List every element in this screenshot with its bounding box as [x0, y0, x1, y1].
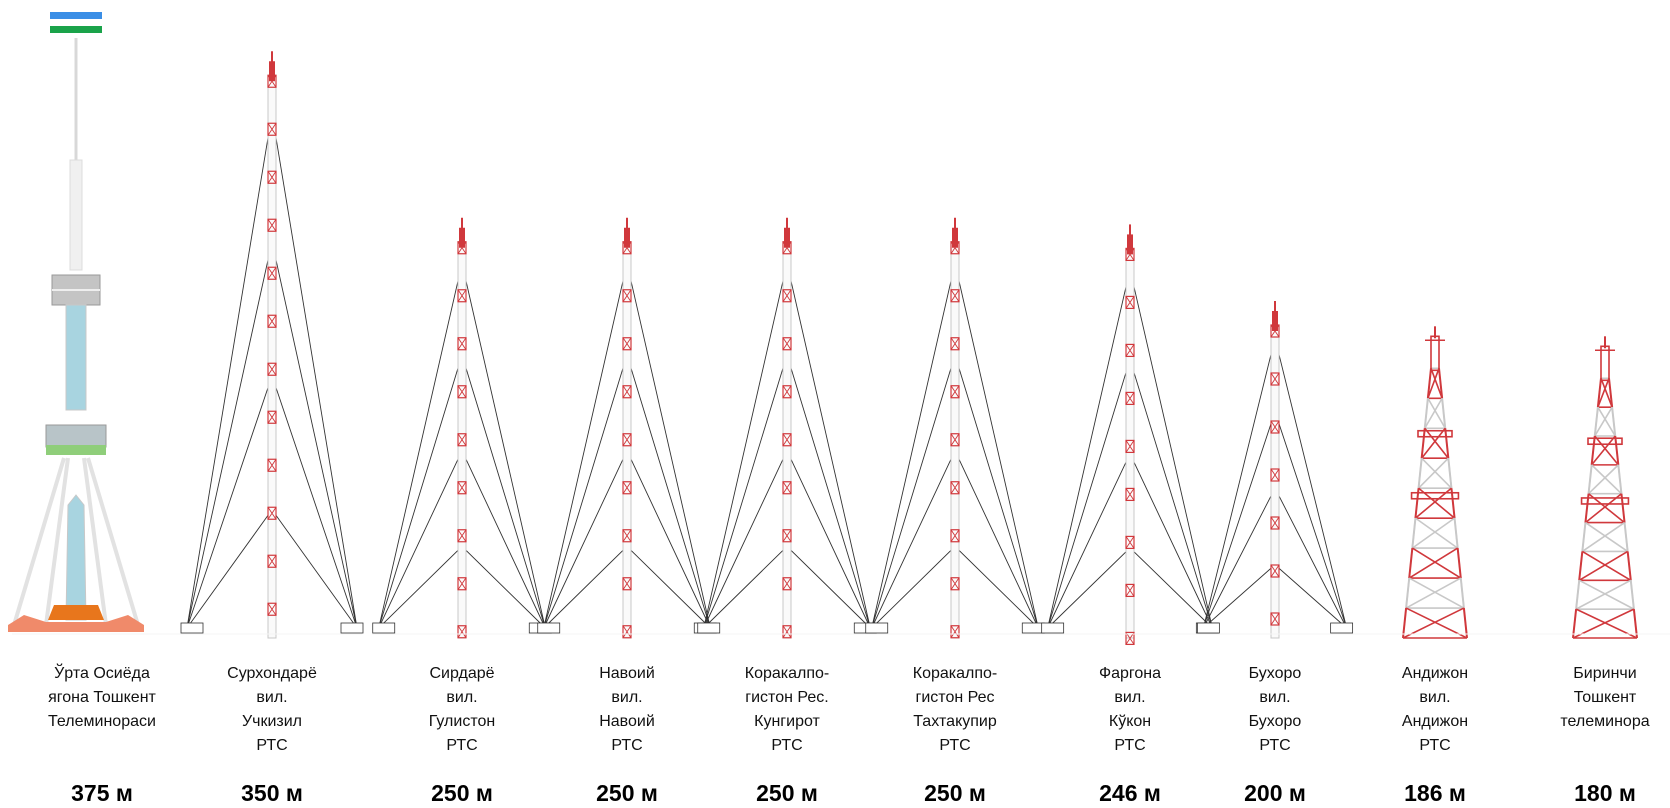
tower-1	[8, 12, 192, 635]
tower-height-label: 250 м	[924, 780, 986, 806]
tower-name-label: Сирдарё вил. Гулистон РТС	[428, 665, 496, 754]
tower-name-label: Андижон вил. Андижон РТС	[1401, 665, 1469, 754]
tower-4	[537, 217, 717, 639]
mast-top	[624, 227, 630, 248]
tower-height-label: 375 м	[71, 780, 133, 806]
anchor-left	[180, 622, 204, 634]
lower-shaft	[65, 494, 87, 621]
tower-8	[1185, 301, 1365, 639]
mast-top	[269, 61, 275, 82]
flag-green-stripe	[50, 26, 102, 33]
tower-name-label: Навоий вил. Навоий РТС	[599, 665, 655, 754]
tower-10	[1515, 336, 1670, 639]
tower-frame	[1402, 367, 1468, 639]
pod-band	[46, 445, 106, 455]
tower-3	[372, 217, 552, 639]
base-wings	[8, 615, 144, 632]
anchor-left	[865, 622, 889, 634]
anchor-right	[340, 622, 364, 634]
upper-shaft	[69, 159, 83, 271]
anchor-right	[1021, 622, 1045, 634]
anchor-left	[1041, 622, 1065, 634]
tower-frame	[1572, 377, 1638, 639]
mast-top	[1272, 311, 1278, 331]
tower-name-label: Ўрта Осиёда ягона Тошкент Телеминораси	[48, 665, 156, 730]
tower-name-label: Сурхондарё вил. Учкизил РТС	[227, 665, 317, 754]
tower-name-label: Коракалпо- гистон Рес Тахтакупир РТС	[912, 665, 998, 754]
mid-shaft	[65, 304, 87, 411]
mast-body	[267, 74, 277, 639]
tower-height-label: 246 м	[1099, 780, 1161, 806]
mast-top	[952, 227, 958, 248]
tower-height-label: 250 м	[596, 780, 658, 806]
flag-blue-stripe	[50, 12, 102, 19]
anchor-left	[537, 622, 561, 634]
anchor-left	[697, 622, 721, 634]
mast-top	[459, 227, 465, 248]
anchor-left	[372, 622, 396, 634]
base-building	[48, 605, 104, 620]
tower-height-label: 180 м	[1574, 780, 1636, 806]
tower-9	[1345, 326, 1525, 639]
tower-legs	[12, 457, 140, 626]
tower-5	[697, 217, 877, 639]
tower-height-label: 186 м	[1404, 780, 1466, 806]
tower-antenna	[1430, 335, 1440, 372]
tower-height-label: 250 м	[431, 780, 493, 806]
mast-top	[1127, 234, 1133, 255]
tower-name-label: Биринчи Тошкент телеминора	[1560, 665, 1650, 730]
tower-6	[865, 217, 1045, 639]
tower-7	[1040, 224, 1220, 646]
tower-height-label: 250 м	[756, 780, 818, 806]
tower-name-label: Коракалпо- гистон Рес. Кунгирот РТС	[744, 665, 830, 754]
tower-name-label: Бухоро вил. Бухоро РТС	[1248, 665, 1302, 754]
tower-2	[180, 51, 364, 639]
tower-antenna	[1600, 345, 1610, 382]
main-pod	[45, 424, 107, 448]
tower-height-label: 350 м	[241, 780, 303, 806]
anchor-right	[1330, 622, 1354, 634]
tower-name-label: Фаргона вил. Кўкон РТС	[1098, 665, 1162, 754]
anchor-left	[1196, 622, 1220, 634]
tower-height-label: 200 м	[1244, 780, 1306, 806]
mast-top	[784, 227, 790, 248]
